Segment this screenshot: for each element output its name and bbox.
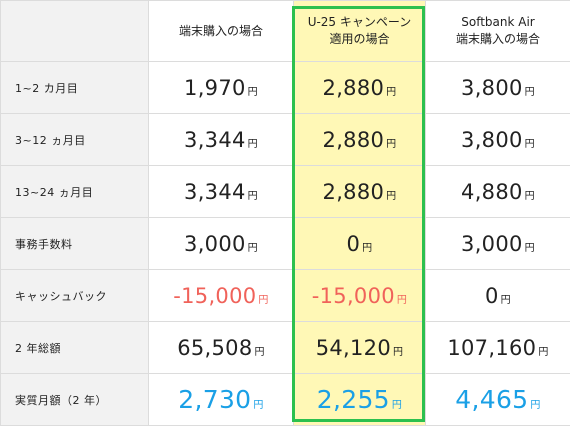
row-label: キャッシュバック	[1, 270, 149, 322]
price-unit: 円	[393, 347, 403, 358]
header-line: 適用の場合	[329, 32, 389, 46]
price-unit: 円	[397, 295, 407, 306]
price-unit: 円	[248, 87, 258, 98]
row-label: 実質月額（2 年）	[1, 374, 149, 426]
row-label: 3~12 ヵ月目	[1, 114, 149, 166]
price-unit: 円	[525, 139, 535, 150]
price-unit: 円	[392, 400, 402, 411]
price-unit: 円	[248, 243, 258, 254]
header-line: 端末購入の場合	[456, 32, 540, 46]
header-row: 端末購入の場合 U-25 キャンペーン適用の場合 Softbank Air 端末購…	[1, 1, 570, 62]
header-device-purchase: 端末購入の場合	[149, 1, 294, 62]
price-unit: 円	[530, 400, 540, 411]
row-label: 13~24 ヵ月目	[1, 166, 149, 218]
price-unit: 円	[525, 191, 535, 202]
row-label: 2 年総額	[1, 322, 149, 374]
price-unit: 円	[258, 295, 268, 306]
header-u25-campaign: U-25 キャンペーン適用の場合	[294, 1, 426, 62]
price-unit: 円	[386, 139, 396, 150]
price-unit: 円	[525, 243, 535, 254]
price-unit: 円	[248, 139, 258, 150]
header-corner	[1, 1, 149, 62]
row-label: 1~2 カ月目	[1, 62, 149, 114]
price-unit: 円	[386, 191, 396, 202]
row-label: 事務手数料	[1, 218, 149, 270]
price-unit: 円	[362, 243, 372, 254]
price-unit: 円	[538, 347, 548, 358]
price-unit: 円	[501, 295, 511, 306]
price-unit: 円	[386, 87, 396, 98]
price-unit: 円	[525, 87, 535, 98]
price-unit: 円	[254, 347, 264, 358]
price-unit: 円	[248, 191, 258, 202]
header-line: 端末購入の場合	[179, 24, 263, 38]
header-softbank-air: Softbank Air 端末購入の場合	[426, 1, 570, 62]
header-line: Softbank Air	[461, 15, 535, 29]
header-line: U-25 キャンペーン	[308, 15, 412, 29]
price-unit: 円	[253, 400, 263, 411]
